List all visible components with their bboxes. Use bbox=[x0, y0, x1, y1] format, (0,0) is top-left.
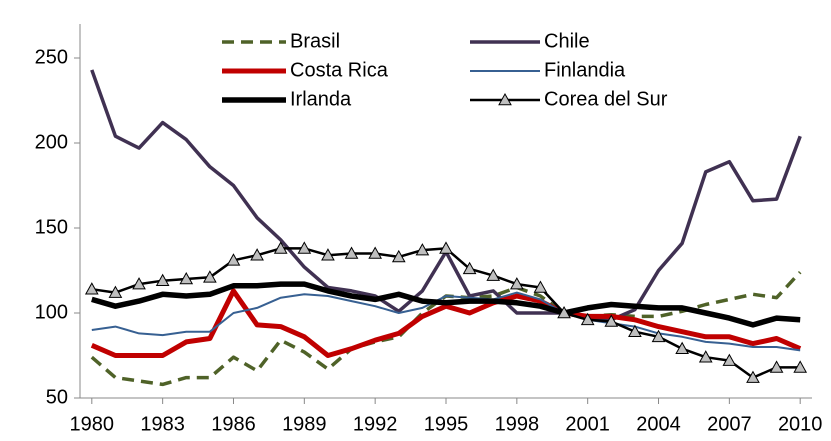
marker bbox=[84, 282, 99, 295]
marker bbox=[108, 285, 123, 298]
marker bbox=[557, 305, 571, 319]
marker bbox=[462, 261, 477, 275]
marker bbox=[273, 241, 288, 254]
marker bbox=[722, 353, 737, 366]
marker bbox=[321, 248, 335, 261]
marker bbox=[344, 246, 359, 259]
line-series bbox=[90, 288, 802, 358]
line-series bbox=[91, 291, 801, 352]
legend-label: Chile bbox=[544, 30, 590, 52]
marker bbox=[203, 270, 217, 283]
line-series bbox=[90, 69, 802, 322]
marker bbox=[533, 280, 548, 293]
x-tick-label: 1992 bbox=[353, 413, 398, 435]
x-tick-label: 2007 bbox=[707, 413, 752, 435]
marker bbox=[250, 248, 264, 261]
marker bbox=[769, 360, 784, 373]
x-tick-label: 1989 bbox=[282, 413, 327, 435]
marker bbox=[297, 241, 312, 254]
marker bbox=[155, 273, 170, 286]
y-tick-label: 250 bbox=[35, 46, 68, 68]
y-tick-label: 50 bbox=[46, 386, 68, 408]
legend-marker bbox=[498, 92, 512, 106]
marker bbox=[675, 341, 689, 354]
x-tick-label: 2010 bbox=[778, 413, 823, 435]
y-tick-label: 150 bbox=[35, 216, 68, 238]
marker bbox=[793, 360, 808, 373]
legend-label: Costa Rica bbox=[290, 59, 389, 81]
marker bbox=[698, 350, 713, 363]
marker bbox=[391, 249, 406, 263]
marker bbox=[415, 243, 430, 256]
marker bbox=[179, 271, 194, 285]
x-tick-label: 2004 bbox=[636, 413, 681, 435]
marker bbox=[226, 253, 241, 266]
marker bbox=[132, 277, 146, 290]
legend-label: Corea del Sur bbox=[544, 88, 668, 110]
marker bbox=[651, 329, 666, 343]
line-series bbox=[90, 271, 802, 387]
x-tick-label: 1986 bbox=[211, 413, 256, 435]
marker bbox=[486, 268, 501, 281]
legend-label: Brasil bbox=[290, 30, 340, 52]
x-tick-label: 2001 bbox=[565, 413, 610, 435]
marker bbox=[509, 277, 524, 290]
marker bbox=[439, 241, 453, 254]
legend-label: Finlandia bbox=[544, 59, 626, 81]
marker bbox=[580, 312, 595, 326]
y-tick-label: 200 bbox=[35, 131, 68, 153]
legend-label: Irlanda bbox=[290, 88, 352, 110]
y-tick-label: 100 bbox=[35, 301, 68, 323]
marker bbox=[604, 314, 619, 327]
marker bbox=[628, 324, 642, 337]
marker bbox=[368, 246, 383, 259]
x-tick-label: 1998 bbox=[495, 413, 540, 435]
x-tick-label: 1980 bbox=[70, 413, 115, 435]
x-tick-label: 1995 bbox=[424, 413, 469, 435]
x-tick-label: 1983 bbox=[140, 413, 185, 435]
line-series bbox=[91, 281, 801, 328]
marker bbox=[746, 370, 760, 383]
